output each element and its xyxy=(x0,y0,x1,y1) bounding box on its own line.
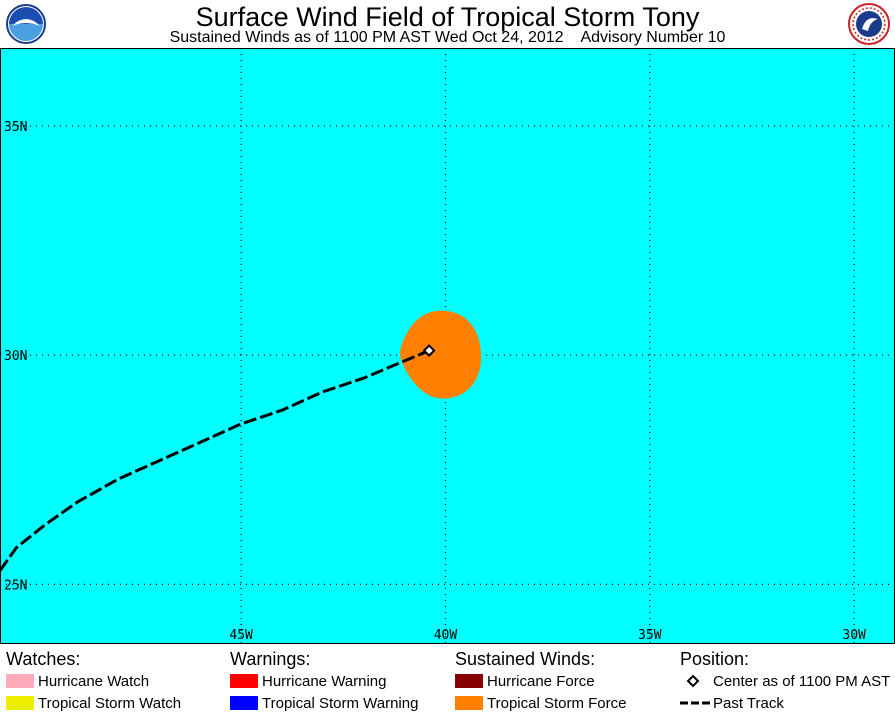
latitude-label: 30N xyxy=(4,349,27,364)
legend-item-label: Center as of 1100 PM AST xyxy=(713,672,891,690)
legend-item: Hurricane Watch xyxy=(6,670,181,692)
legend-position-heading: Position: xyxy=(680,649,750,669)
legend-item-label: Tropical Storm Watch xyxy=(38,694,182,712)
legend-warnings: Warnings: Hurricane Warning Tropical Sto… xyxy=(230,646,418,714)
legend-item: Tropical Storm Warning xyxy=(230,692,418,714)
legend-item: Tropical Storm Force xyxy=(455,692,626,714)
legend-warnings-heading: Warnings: xyxy=(230,649,311,669)
hurricane-watch-swatch xyxy=(6,674,34,688)
tropical-storm-force-swatch xyxy=(455,696,483,710)
page-title: Surface Wind Field of Tropical Storm Ton… xyxy=(195,2,700,32)
latitude-label: 25N xyxy=(4,578,27,593)
past-track-icon xyxy=(680,701,710,705)
legend-item-label: Hurricane Warning xyxy=(262,672,387,690)
legend-watches-heading: Watches: xyxy=(6,649,81,669)
wind-field-map: 35N 30N 25N 45W 40W 35W 30W xyxy=(0,48,895,644)
latitude-label: 35N xyxy=(4,120,27,135)
noaa-logo-icon xyxy=(6,4,46,44)
legend-item: Hurricane Force xyxy=(455,670,626,692)
tropical-storm-force-wind-field xyxy=(400,310,482,399)
legend-watches: Watches: Hurricane Watch Tropical Storm … xyxy=(6,646,181,714)
tropical-storm-watch-swatch xyxy=(6,696,34,710)
legend-item-label: Tropical Storm Force xyxy=(487,694,627,712)
legend-item: Tropical Storm Watch xyxy=(6,692,181,714)
legend-item: Past Track xyxy=(680,692,890,714)
hurricane-force-swatch xyxy=(455,674,483,688)
legend-item: Hurricane Warning xyxy=(230,670,418,692)
nws-logo-icon xyxy=(848,3,890,45)
legend-winds: Sustained Winds: Hurricane Force Tropica… xyxy=(455,646,626,714)
page-subtitle: Sustained Winds as of 1100 PM AST Wed Oc… xyxy=(169,29,726,46)
hurricane-warning-swatch xyxy=(230,674,258,688)
center-diamond-icon xyxy=(686,674,700,688)
longitude-label: 35W xyxy=(638,628,662,643)
legend-item: Center as of 1100 PM AST xyxy=(680,670,890,692)
legend-item-label: Hurricane Watch xyxy=(38,672,150,690)
legend-position: Position: Center as of 1100 PM AST Past … xyxy=(680,646,890,714)
legend-item-label: Tropical Storm Warning xyxy=(262,694,419,712)
tropical-storm-warning-swatch xyxy=(230,696,258,710)
map-header: Surface Wind Field of Tropical Storm Ton… xyxy=(0,0,895,48)
legend-winds-heading: Sustained Winds: xyxy=(455,649,596,669)
longitude-label: 45W xyxy=(229,628,253,643)
legend-item-label: Hurricane Force xyxy=(487,672,595,690)
longitude-label: 30W xyxy=(842,628,866,643)
past-track-line xyxy=(0,349,430,572)
legend: Watches: Hurricane Watch Tropical Storm … xyxy=(0,646,895,716)
storm-center-marker xyxy=(422,344,436,357)
legend-item-label: Past Track xyxy=(713,694,784,712)
longitude-label: 40W xyxy=(434,628,458,643)
